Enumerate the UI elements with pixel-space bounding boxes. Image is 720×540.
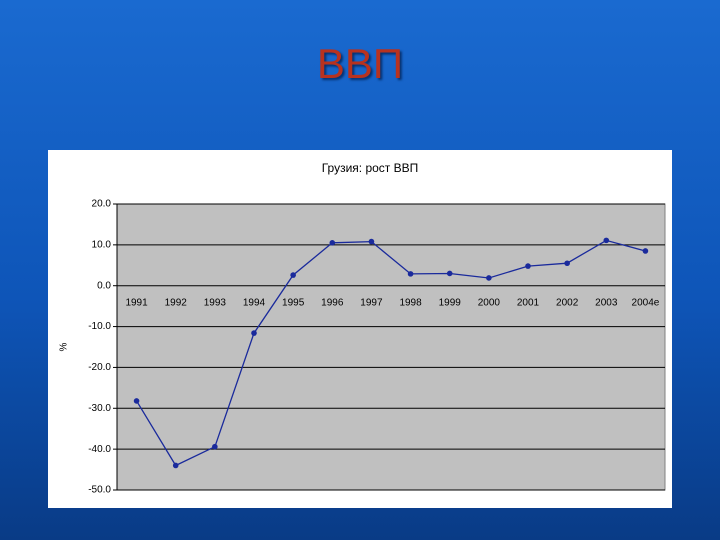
x-tick-label: 1993 (204, 297, 227, 308)
data-point (603, 237, 610, 244)
data-point (212, 443, 218, 450)
y-tick-label: 10.0 (92, 239, 112, 250)
data-point (329, 240, 336, 246)
data-point (368, 238, 375, 245)
x-tick-label: 2002 (556, 297, 579, 308)
data-point (446, 270, 453, 277)
data-point (407, 271, 414, 277)
x-tick-label: 1996 (321, 297, 344, 308)
y-tick-label: -10.0 (88, 321, 111, 332)
x-tick-label: 2004e (632, 297, 660, 308)
data-point (486, 275, 492, 281)
y-tick-label: 0.0 (97, 280, 111, 291)
plot-area (116, 203, 666, 491)
y-tick-label: -30.0 (88, 403, 111, 414)
x-tick-label: 1995 (282, 297, 305, 308)
data-point (525, 263, 531, 269)
chart-title: Грузия: рост ВВП (322, 161, 419, 175)
x-tick-label: 1999 (439, 297, 462, 308)
data-point (564, 260, 570, 267)
data-point (290, 272, 296, 278)
y-tick-label: -40.0 (88, 444, 111, 455)
x-tick-label: 2003 (595, 297, 618, 308)
y-tick-label: -20.0 (88, 362, 111, 373)
x-tick-label: 1991 (125, 297, 148, 308)
x-tick-label: 1992 (165, 297, 188, 308)
data-line (136, 239, 646, 467)
x-tick-label: 1998 (399, 297, 422, 308)
x-tick-label: 1997 (360, 297, 383, 308)
data-point (133, 398, 140, 404)
data-point (642, 248, 649, 254)
y-tick-label: 20.0 (92, 199, 112, 210)
x-tick-label: 1994 (243, 297, 266, 308)
data-point (251, 330, 257, 336)
x-tick-label: 2000 (478, 297, 501, 308)
y-tick-label: -50.0 (88, 485, 111, 496)
data-point (172, 462, 179, 469)
y-axis-label: % (59, 342, 70, 351)
x-tick-label: 2001 (517, 297, 540, 308)
slide-title: ВВП (316, 40, 404, 87)
